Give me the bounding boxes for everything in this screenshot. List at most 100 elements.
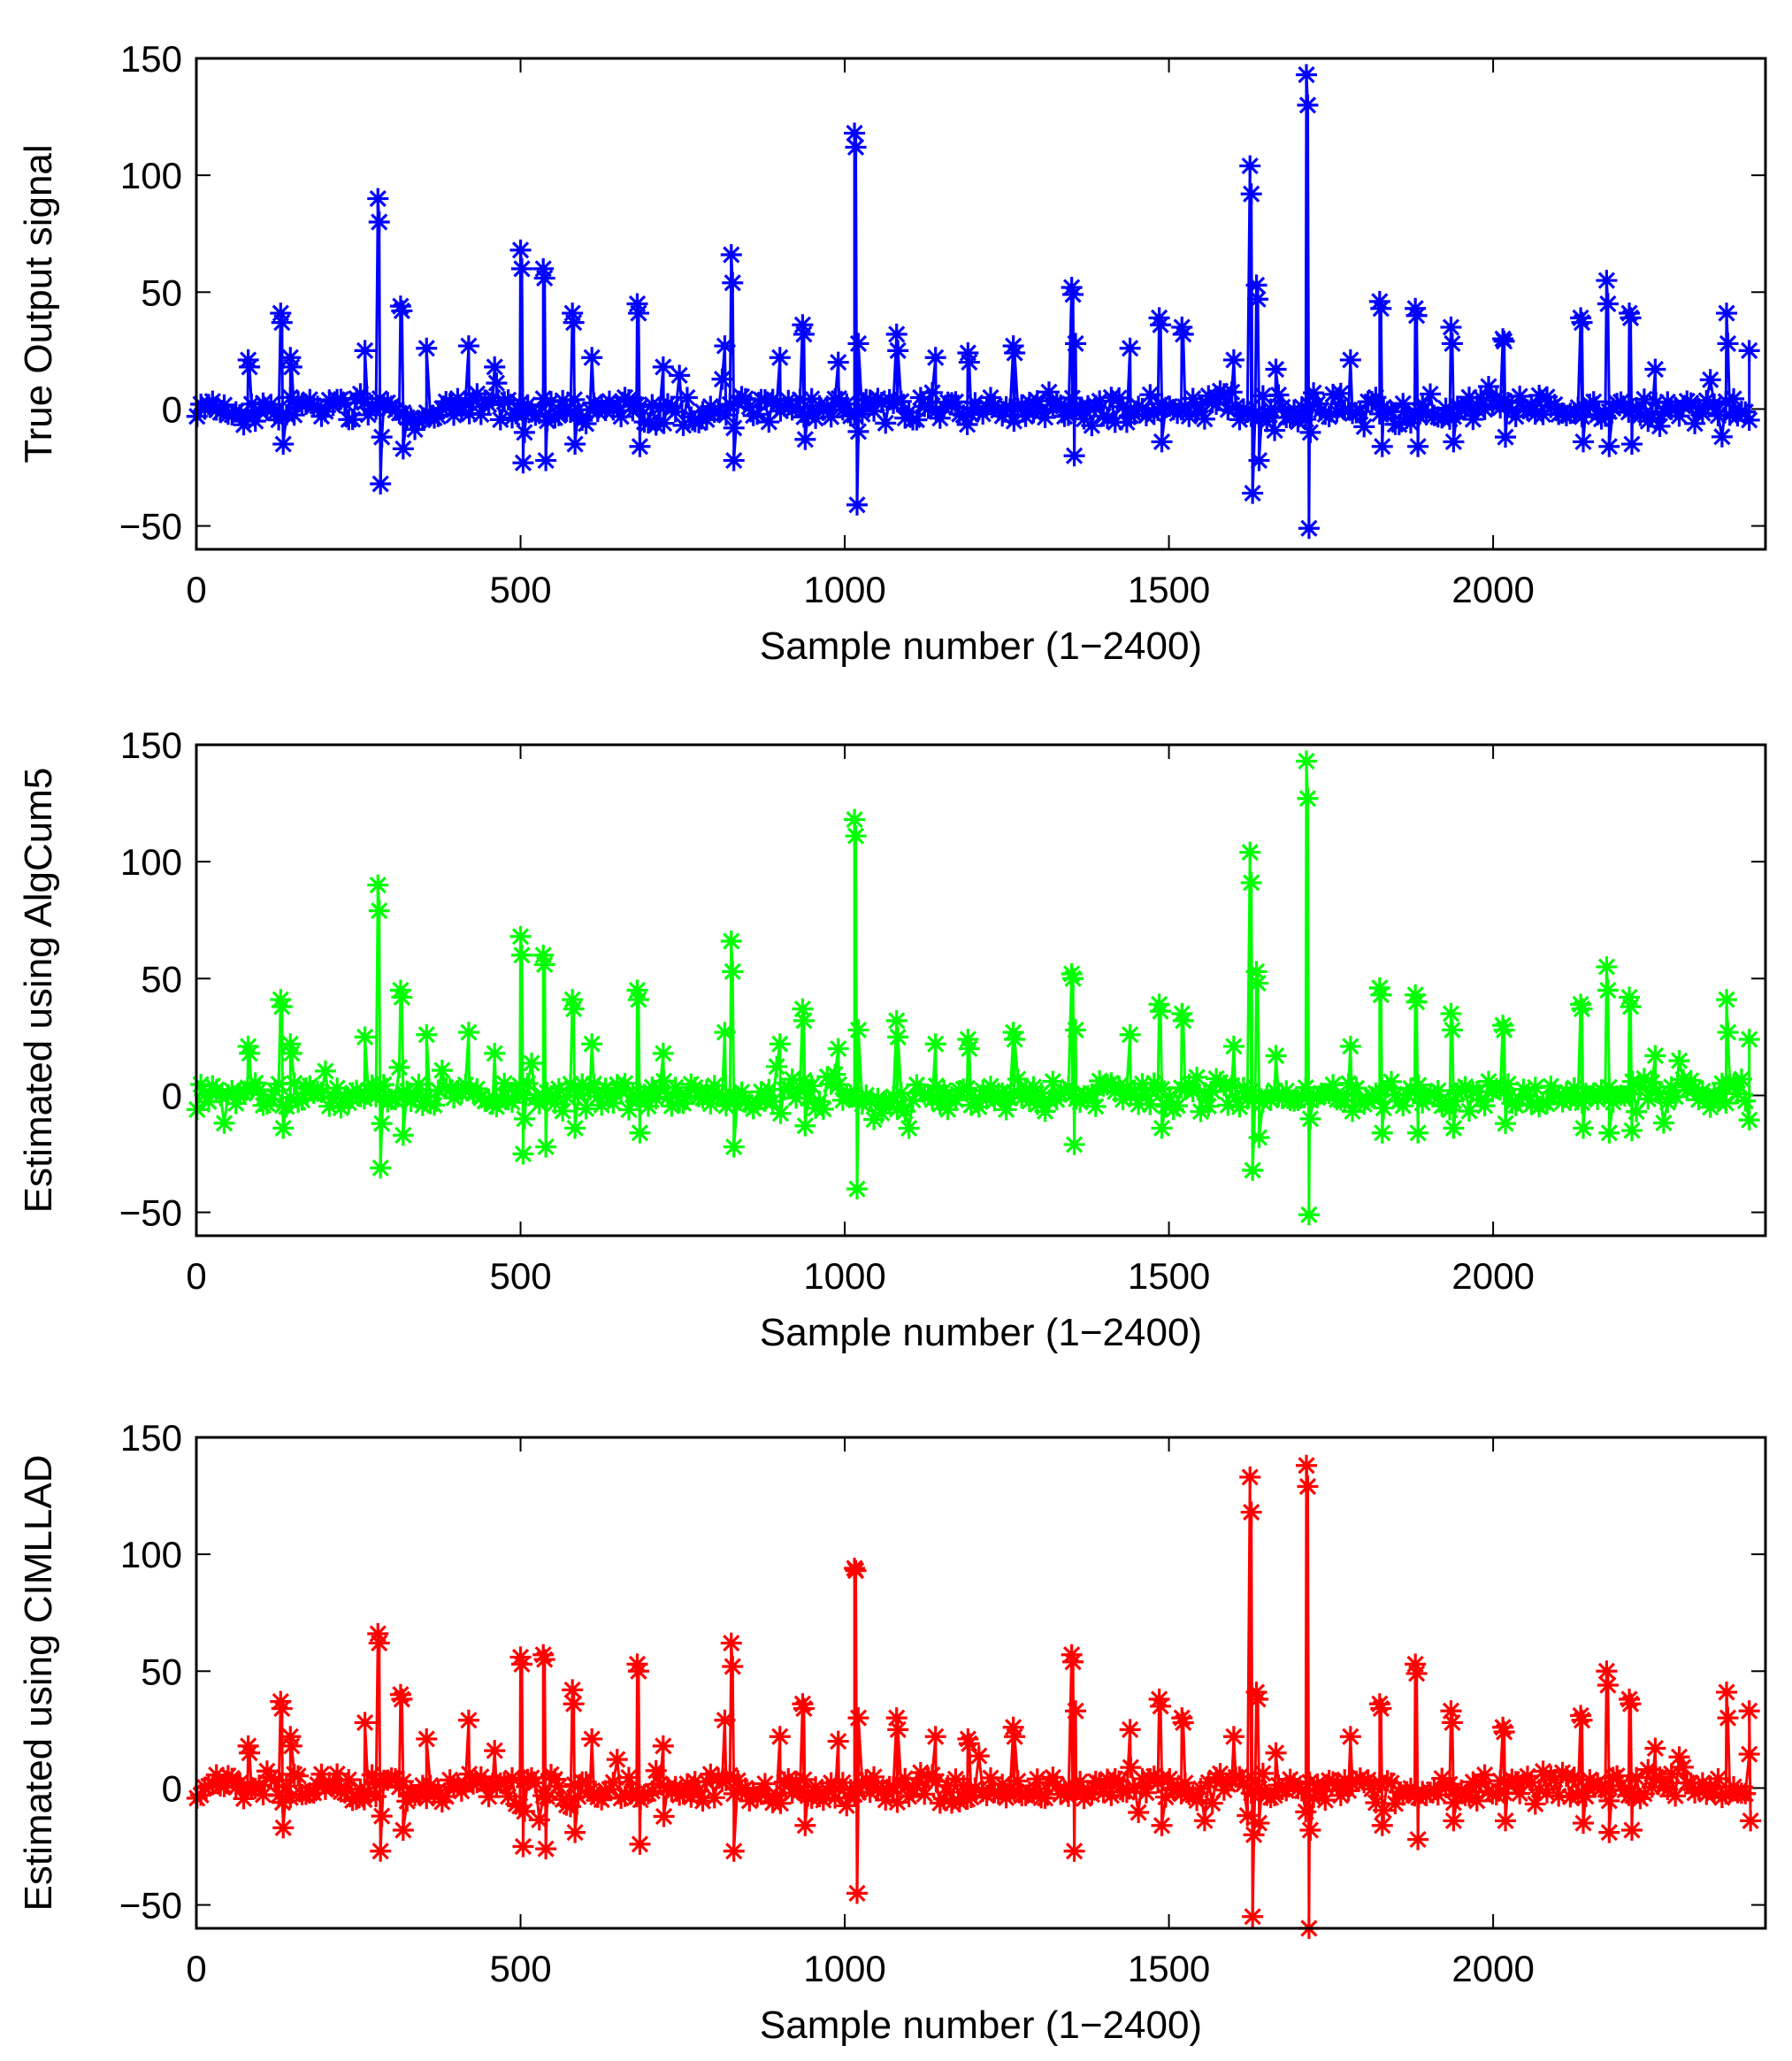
data-point: [513, 403, 535, 425]
data-point: [902, 1089, 924, 1111]
data-point: [1582, 391, 1604, 413]
data-point: [1524, 1793, 1546, 1815]
data-point: [583, 1073, 605, 1095]
data-point: [280, 1086, 302, 1108]
data-point: [563, 998, 585, 1020]
data-point: [275, 1095, 297, 1117]
data-point: [945, 391, 967, 413]
data-point: [1626, 1100, 1648, 1122]
data-point: [513, 1107, 535, 1130]
data-point: [1543, 394, 1566, 416]
data-point: [1298, 1204, 1320, 1226]
data-point: [1112, 1089, 1134, 1111]
data-point: [1711, 425, 1733, 448]
data-point: [540, 391, 562, 413]
data-point: [1716, 1682, 1738, 1704]
data-point: [695, 1771, 717, 1793]
data-point: [1458, 387, 1480, 409]
data-point: [1509, 1088, 1531, 1110]
data-point: [443, 404, 465, 426]
data-point: [1150, 314, 1172, 336]
data-point: [1404, 1785, 1426, 1807]
data-point: [750, 1081, 772, 1103]
data-point: [1597, 293, 1619, 315]
data-point: [548, 404, 570, 426]
data-point: [494, 391, 516, 413]
data-point: [1441, 333, 1463, 355]
data-point: [793, 1697, 815, 1720]
data-point: [369, 387, 391, 410]
data-point: [1400, 1777, 1422, 1799]
data-point: [1245, 961, 1267, 983]
data-point: [563, 1774, 586, 1796]
data-point: [330, 1097, 352, 1119]
data-point: [1528, 384, 1551, 406]
data-point: [703, 1075, 725, 1097]
data-point: [264, 1079, 286, 1101]
data-point: [1239, 841, 1261, 863]
data-point: [1524, 1076, 1546, 1099]
data-point: [886, 1099, 908, 1121]
data-point: [1451, 398, 1473, 420]
data-point: [781, 1069, 803, 1091]
data-point: [1242, 1160, 1264, 1181]
data-point: [1042, 1766, 1064, 1789]
data-point: [792, 998, 814, 1020]
data-point: [484, 1740, 506, 1762]
data-point: [1392, 1095, 1414, 1117]
data-point: [1265, 1045, 1287, 1067]
data-point: [512, 1835, 534, 1858]
data-point: [548, 1077, 570, 1099]
data-point: [435, 1786, 457, 1808]
data-point: [972, 402, 994, 425]
data-point: [435, 391, 457, 413]
data-point: [1108, 387, 1130, 409]
data-point: [1240, 871, 1262, 893]
data-point: [1003, 1780, 1025, 1802]
data-point: [948, 1080, 970, 1102]
data-point: [894, 1767, 916, 1789]
data-point: [1225, 1086, 1247, 1108]
data-point: [559, 1796, 581, 1818]
data-point: [1381, 1772, 1403, 1794]
data-point: [925, 400, 947, 422]
data-point: [564, 1821, 586, 1843]
data-point: [1618, 1083, 1640, 1105]
data-point: [1159, 1767, 1181, 1789]
data-point: [958, 1733, 980, 1755]
data-point: [1620, 1120, 1643, 1142]
data-point: [723, 1840, 745, 1862]
data-point: [1470, 1772, 1492, 1794]
data-point: [847, 333, 869, 355]
data-point: [1532, 1092, 1554, 1114]
data-point: [828, 387, 850, 410]
data-point: [1440, 1002, 1462, 1024]
data-point: [652, 1735, 674, 1757]
data-point: [1571, 311, 1593, 333]
data-point: [1201, 1792, 1223, 1814]
data-point: [1629, 404, 1651, 426]
data-point: [964, 1777, 986, 1799]
data-point: [797, 1087, 819, 1109]
series: [186, 1454, 1762, 1939]
data-point: [1159, 1085, 1181, 1107]
data-point: [1162, 1779, 1184, 1801]
data-point: [365, 1785, 387, 1807]
data-point: [1587, 1088, 1609, 1110]
data-point: [1334, 1090, 1356, 1112]
data-point: [408, 1783, 430, 1805]
data-point: [1222, 1726, 1244, 1748]
data-point: [371, 1113, 393, 1135]
data-point: [1633, 388, 1655, 410]
data-point: [766, 1784, 788, 1806]
data-point: [338, 1769, 360, 1791]
data-point: [581, 347, 603, 369]
data-point: [1660, 1076, 1682, 1098]
data-point: [1062, 968, 1084, 990]
data-point: [703, 1787, 725, 1809]
data-point: [800, 1075, 823, 1097]
data-point: [722, 1656, 744, 1677]
data-point: [805, 1776, 827, 1798]
data-point: [1232, 1774, 1254, 1796]
